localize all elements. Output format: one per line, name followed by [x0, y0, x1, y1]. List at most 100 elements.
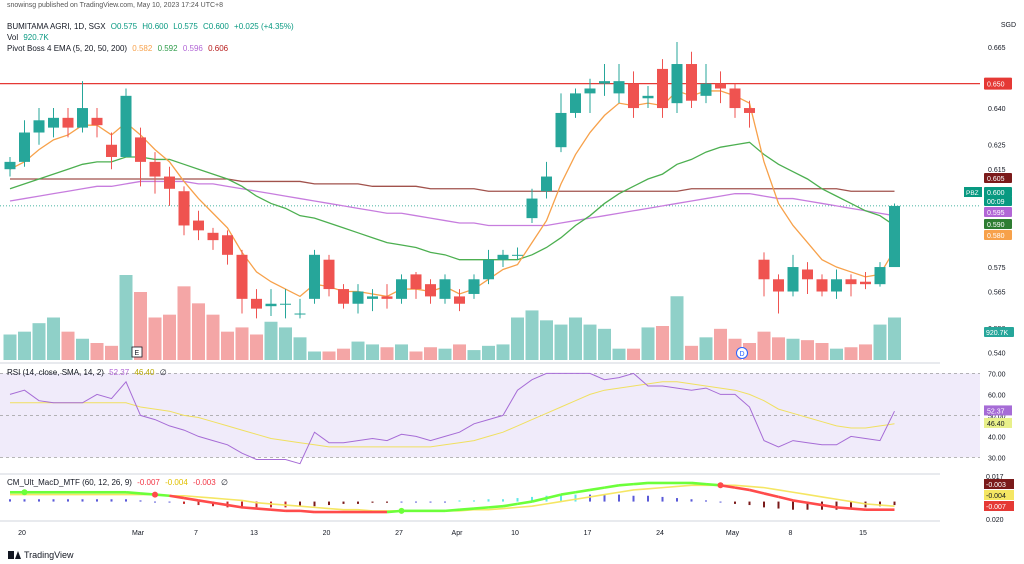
volume-bar	[177, 286, 191, 360]
volume-bar	[47, 317, 60, 360]
tradingview-logo-icon	[8, 551, 21, 559]
macd-line-segment	[792, 499, 808, 505]
macd-histogram-bar	[23, 499, 26, 502]
x-tick-label: 15	[859, 530, 867, 537]
macd-histogram-bar	[429, 501, 432, 503]
macd-histogram-bar	[255, 501, 258, 508]
macd-line-segment	[169, 494, 185, 500]
rsi-line	[9, 372, 895, 465]
symbol-title[interactable]: BUMITAMA AGRI, 1D, SGX	[7, 22, 106, 31]
price-tag-label: 0.590	[987, 222, 1005, 229]
candle-body	[541, 176, 552, 192]
macd-value-2: -0.004	[165, 478, 188, 487]
volume-bar	[656, 326, 669, 360]
change-value: +0.025 (+4.35%)	[234, 22, 294, 31]
candle-body	[236, 254, 248, 299]
candle-body	[4, 161, 16, 170]
macd-line-segment	[691, 481, 707, 486]
macd-histogram-bar	[357, 501, 359, 504]
volume-bar	[76, 338, 89, 360]
price-tag-bg	[984, 219, 1012, 229]
dividend-marker-label: D	[740, 351, 745, 358]
candle-body	[700, 83, 712, 96]
volume-bar	[90, 343, 104, 360]
x-tick-label: 20	[323, 530, 331, 537]
macd-cross-marker	[717, 482, 724, 489]
rsi-label[interactable]: RSI (14, close, SMA, 14, 2)	[7, 368, 104, 377]
candle-body	[439, 279, 451, 299]
price-tag-label: 0.605	[987, 176, 1005, 183]
volume-bar	[337, 348, 350, 360]
rsi-tick-label: 70.00	[988, 371, 1006, 378]
macd-histogram-bar	[38, 499, 40, 502]
macd-histogram-bar	[168, 501, 171, 503]
candle-body	[222, 235, 233, 255]
candle-body	[323, 259, 335, 290]
volume-bar	[250, 334, 263, 360]
candle-body	[410, 274, 422, 290]
volume-bar	[540, 320, 553, 360]
candle-body	[845, 279, 857, 285]
macd-line-segment	[227, 503, 243, 509]
candle-body	[497, 254, 509, 260]
ema50-line	[9, 180, 895, 227]
volume-bar	[61, 331, 75, 360]
volume-label[interactable]: Vol	[7, 33, 19, 42]
brand-label: TradingView	[24, 550, 74, 560]
volume-bar	[685, 345, 698, 360]
ema50-value: 0.596	[182, 44, 203, 53]
volume-bar	[293, 337, 307, 360]
volume-bar	[815, 343, 829, 360]
macd-histogram-bar	[647, 495, 649, 502]
volume-bar	[482, 345, 495, 360]
volume-bar	[105, 345, 118, 360]
macd-tag-bg	[984, 501, 1014, 511]
macd-histogram-bar	[444, 501, 446, 503]
volume-tag-bg	[984, 327, 1014, 337]
volume-bar	[801, 340, 814, 360]
candle-body	[19, 132, 30, 162]
macd-line-segment	[488, 504, 504, 509]
ema5-line	[9, 90, 896, 298]
x-tick-label: 8	[789, 530, 793, 537]
candle-body	[555, 112, 567, 148]
candle-body	[396, 279, 407, 299]
candle-body	[33, 120, 45, 133]
candle-body	[48, 117, 59, 128]
macd-histogram-bar	[516, 498, 519, 502]
candle-body	[454, 296, 465, 304]
volume-bar	[714, 328, 727, 360]
macd-line-segment	[502, 502, 518, 508]
volume-bar	[496, 344, 510, 360]
tradingview-brand[interactable]: TradingView	[8, 550, 74, 560]
macd-histogram-bar	[850, 501, 852, 509]
price-tag-bg	[984, 187, 1012, 197]
candle-body	[91, 117, 103, 126]
candle-body	[599, 81, 610, 84]
ema-label[interactable]: Pivot Boss 4 EMA (5, 20, 50, 200)	[7, 44, 128, 53]
macd-label[interactable]: CM_Ult_MacD_MTF (60, 12, 26, 9)	[7, 478, 132, 487]
candle-body	[787, 267, 799, 292]
y-tick-label: 0.540	[988, 351, 1006, 358]
macd-histogram-bar	[328, 501, 330, 506]
macd-histogram-bar	[835, 501, 838, 510]
price-tag-label: 00:09	[987, 199, 1005, 206]
macd-line-segment	[575, 488, 591, 494]
volume-bar	[206, 314, 220, 360]
y-tick-label: 0.565	[988, 290, 1006, 297]
candle-body	[657, 68, 668, 109]
volume-bar	[583, 324, 597, 360]
volume-bar	[192, 303, 205, 360]
volume-bar	[453, 344, 466, 360]
price-tag-bg	[984, 230, 1012, 240]
rsi-tick-label: 40.00	[988, 434, 1006, 441]
volume-bar	[888, 317, 901, 360]
x-tick-label: May	[726, 530, 740, 537]
candle-body	[570, 93, 581, 113]
macd-line-segment	[734, 486, 750, 492]
candle-body	[381, 296, 393, 299]
macd-line-segment	[198, 499, 214, 505]
ema20-value: 0.592	[157, 44, 178, 53]
macd-histogram-bar	[589, 494, 591, 502]
